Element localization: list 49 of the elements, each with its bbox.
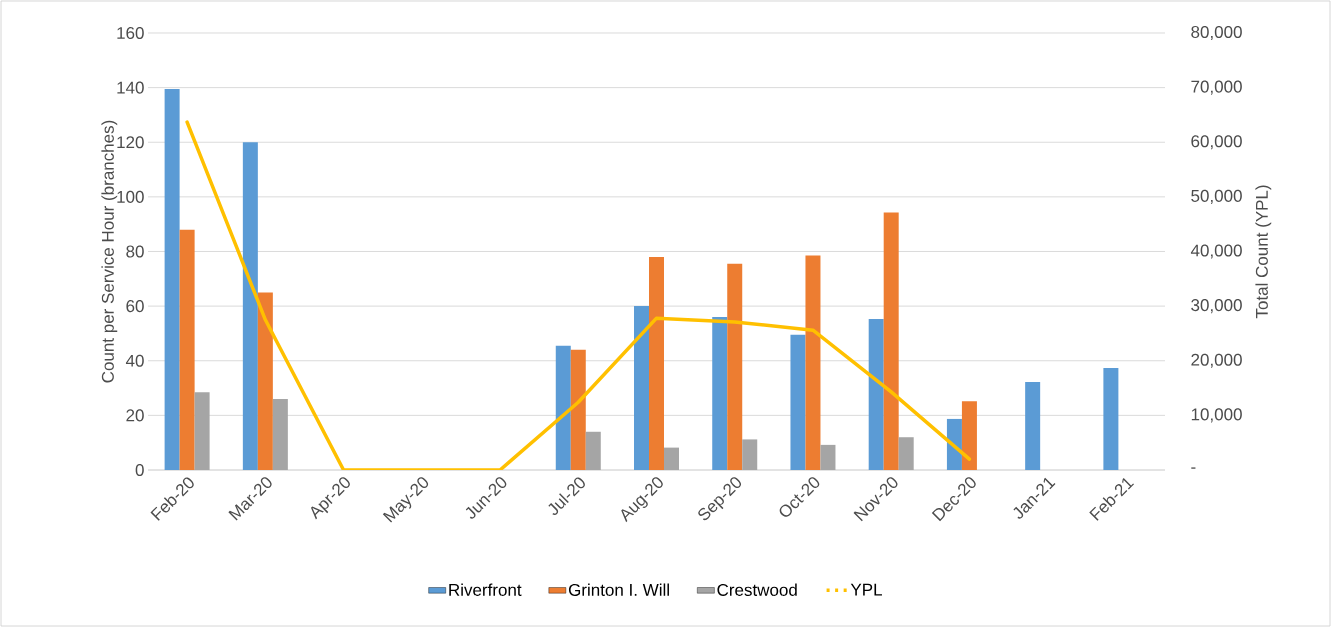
- y2-tick-label: 70,000: [1191, 80, 1242, 95]
- y2-tick-label: 40,000: [1190, 244, 1242, 259]
- y2-tick-label: 20,000: [1191, 353, 1242, 368]
- bar: [634, 306, 649, 470]
- y-tick-label: 20: [126, 409, 144, 422]
- y-tick-label: 40: [125, 354, 144, 367]
- bar: [257, 292, 273, 470]
- bar: [585, 431, 601, 470]
- bar: [727, 263, 743, 470]
- y-axis-title: Count per Service Hour (branches): [101, 120, 118, 383]
- y-tick-label: 80: [126, 245, 144, 258]
- bar: [898, 437, 914, 470]
- bar: [179, 229, 195, 470]
- bar: [868, 318, 884, 470]
- bar: [164, 88, 180, 470]
- legend-label: YPL: [850, 583, 882, 596]
- bar: [805, 255, 821, 470]
- y2-tick-label: 50,000: [1191, 189, 1242, 204]
- y-tick-label: 160: [117, 26, 144, 40]
- bar: [570, 349, 586, 470]
- bar: [555, 345, 571, 470]
- legend-label: Riverfront: [449, 583, 522, 596]
- bar: [742, 439, 758, 470]
- y-tick-label: 100: [117, 190, 144, 203]
- y-tick-label: 120: [117, 136, 144, 149]
- bar: [194, 392, 210, 470]
- y-tick-label: 0: [135, 463, 144, 477]
- bar: [272, 398, 288, 470]
- y2-axis-title: Total Count (YPL): [1255, 185, 1272, 319]
- bar: [649, 256, 664, 470]
- legend-label: Crestwood: [717, 583, 797, 596]
- bar: [820, 444, 836, 470]
- y2-tick-label: 80,000: [1191, 25, 1242, 41]
- bar: [664, 447, 679, 470]
- y2-tick-label: 10,000: [1191, 408, 1242, 423]
- bar: [946, 418, 962, 470]
- bar: [242, 142, 258, 470]
- y2-tick-label: 30,000: [1191, 299, 1242, 314]
- bar: [1025, 382, 1041, 470]
- y2-tick-label: 60,000: [1191, 135, 1242, 150]
- bar: [883, 212, 899, 470]
- legend-label: Grinton I. Will: [568, 583, 669, 596]
- bar: [790, 334, 806, 470]
- y-tick-label: 60: [126, 300, 144, 313]
- bar: [1103, 368, 1119, 470]
- bar: [712, 317, 728, 470]
- bar: [961, 401, 977, 470]
- y-tick-label: 140: [117, 81, 144, 94]
- y2-tick-label: -: [1191, 467, 1196, 469]
